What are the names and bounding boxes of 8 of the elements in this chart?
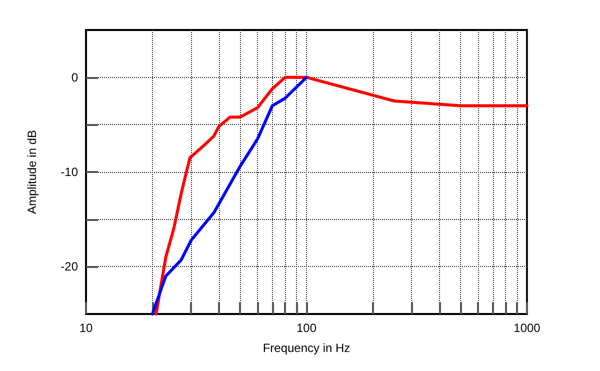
y-axis-title: Amplitude in dB — [25, 130, 39, 214]
x-tick-label: 1000 — [514, 321, 541, 335]
x-tick-label: 10 — [79, 321, 93, 335]
x-axis-title: Frequency in Hz — [262, 341, 350, 355]
y-tick-label: -20 — [60, 260, 78, 274]
y-tick-label: -10 — [60, 165, 78, 179]
x-tick-label: 100 — [296, 321, 317, 335]
y-tick-label: 0 — [71, 70, 78, 84]
